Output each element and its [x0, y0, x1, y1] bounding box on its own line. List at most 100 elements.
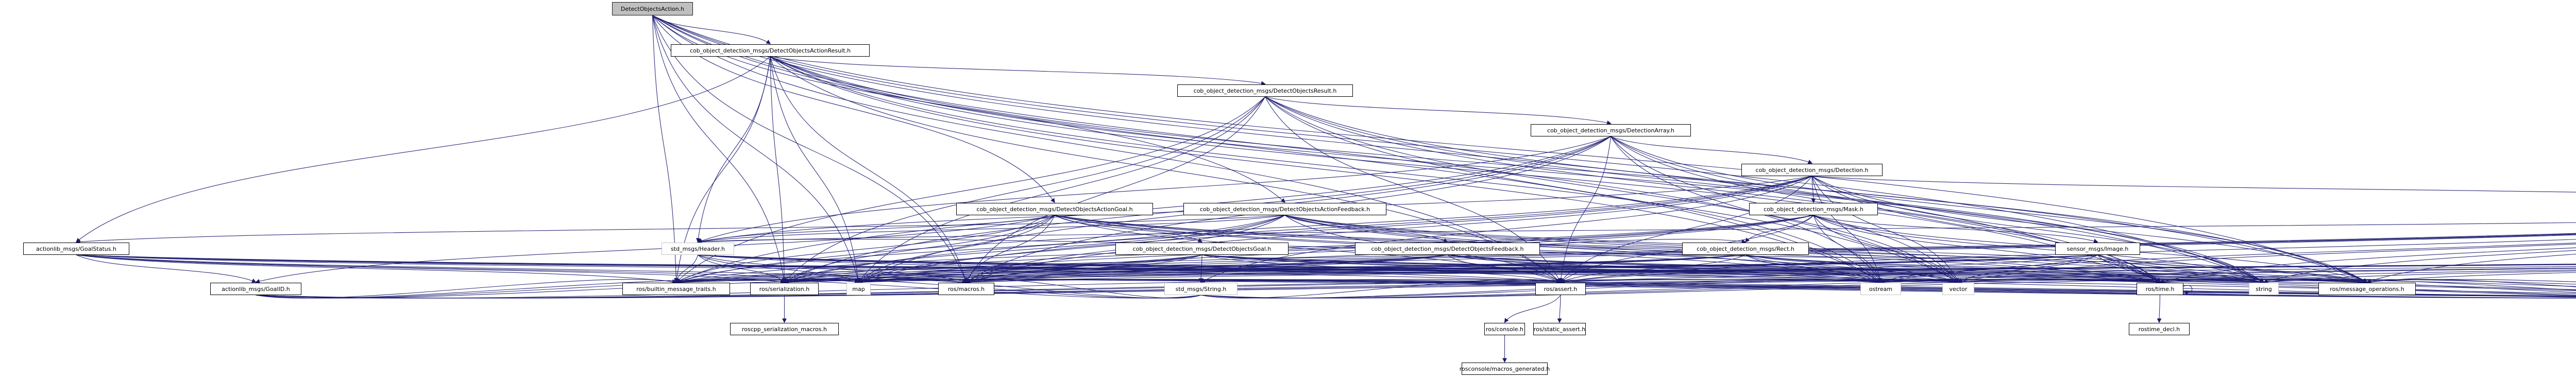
edge-goal-to-string_msg	[1198, 254, 1204, 283]
graph-node-feedback[interactable]: cob_object_detection_msgs/DetectObjectsF…	[1355, 243, 1540, 255]
graph-node-action_feedback[interactable]: cob_object_detection_msgs/DetectObjectsA…	[1183, 203, 1386, 215]
edge-image-to-traits	[675, 254, 2098, 284]
edge-action_feedback-to-goal_status	[75, 215, 1285, 244]
edge-detection-to-mask	[1811, 176, 1816, 203]
edge-detection-to-string	[1811, 176, 2265, 283]
edge-goal_status-to-assert	[76, 254, 1562, 284]
edge-detection_array-to-msg_ops	[1611, 136, 2368, 283]
graph-node-detection[interactable]: cob_object_detection_msgs/Detection.h	[1741, 164, 1883, 176]
edge-pose-to-serialization	[784, 264, 2576, 285]
edge-feedback-to-traits	[675, 254, 1448, 284]
edge-header-to-serialization	[698, 254, 785, 283]
edge-image-to-time	[2097, 254, 2161, 283]
edge-pose-to-vector	[1957, 268, 2576, 284]
graph-node-macros[interactable]: ros/macros.h	[938, 283, 994, 295]
edge-detection-to-vector	[1811, 176, 1959, 283]
edge-result-to-ostream	[1265, 96, 1882, 283]
edge-assert-to-static_assert	[1557, 295, 1562, 323]
edge-result-to-serialization	[784, 96, 1265, 283]
edge-pose-to-traits	[675, 264, 2576, 285]
edge-goal_status-to-macros	[76, 254, 967, 284]
edge-goal_status-to-map	[76, 254, 859, 284]
edge-pose_stamped-to-assert	[1560, 239, 2576, 284]
edge-image-to-macros	[965, 254, 2098, 284]
edge-result-to-detection_array	[1265, 96, 1612, 125]
graph-node-image[interactable]: sensor_msgs/Image.h	[2055, 243, 2140, 255]
edge-goal_status-to-ostream	[76, 254, 1882, 285]
edge-action_feedback-to-ostream	[1284, 215, 1882, 283]
edge-root-to-action_feedback	[652, 15, 1285, 203]
edge-detection-to-pose_stamped	[1811, 176, 2576, 193]
edge-action_goal-to-goal	[1054, 215, 1203, 243]
edge-quaternion-to-ostream	[1880, 279, 2576, 291]
graph-node-action_result[interactable]: cob_object_detection_msgs/DetectObjectsA…	[671, 44, 870, 57]
edge-action_result-to-goal_status	[75, 56, 771, 243]
edge-action_result-to-header	[696, 56, 771, 243]
edge-action_result-to-msg_ops	[770, 56, 2368, 283]
graph-node-goal[interactable]: cob_object_detection_msgs/DetectObjectsG…	[1115, 243, 1289, 255]
edge-result-to-vector	[1265, 96, 1959, 283]
edge-image-to-msg_ops	[2097, 254, 2368, 284]
edge-quaternion-to-macros	[965, 279, 2576, 297]
edge-detection-to-string_msg	[1200, 176, 1812, 283]
graph-node-console[interactable]: ros/console.h	[1484, 323, 1525, 335]
graph-node-rect[interactable]: cob_object_detection_msgs/Rect.h	[1682, 243, 1809, 255]
edge-pose_stamped-to-time	[2159, 247, 2576, 284]
edge-pose_stamped-to-msg_ops	[2366, 253, 2576, 283]
edge-mask-to-rect	[1745, 215, 1814, 243]
edge-rect-to-assert	[1560, 254, 1746, 283]
edge-mask-to-image	[1813, 215, 2098, 244]
graph-node-mask[interactable]: cob_object_detection_msgs/Mask.h	[1749, 203, 1878, 215]
edge-root-to-action_result	[652, 15, 771, 44]
edge-goal-to-vector	[1201, 254, 1959, 284]
edge-result-to-traits	[675, 96, 1265, 283]
edge-action_feedback-to-map	[858, 215, 1285, 283]
graph-node-goal_status[interactable]: actionlib_msgs/GoalStatus.h	[23, 243, 129, 255]
graph-node-string_msg[interactable]: std_msgs/String.h	[1164, 283, 1238, 295]
edge-root-to-serialization	[652, 15, 786, 283]
graph-node-root[interactable]: DetectObjectsAction.h	[612, 2, 693, 15]
edge-quaternion-to-msg_ops	[2366, 279, 2576, 284]
graph-node-goal_id[interactable]: actionlib_msgs/GoalID.h	[210, 283, 301, 295]
edge-detection_array-to-assert	[1558, 136, 1612, 283]
graph-node-serialization[interactable]: ros/serialization.h	[750, 283, 819, 295]
graph-node-traits[interactable]: ros/builtin_message_traits.h	[622, 283, 730, 295]
edge-root-to-assert	[652, 15, 1561, 283]
edge-detection_array-to-string	[1611, 136, 2265, 283]
edge-string_msg-to-assert	[1200, 279, 1562, 299]
graph-node-static_assert[interactable]: ros/static_assert.h	[1533, 323, 1586, 335]
edge-root-to-traits	[652, 15, 679, 283]
graph-node-ser_macros[interactable]: roscpp_serialization_macros.h	[730, 323, 839, 335]
edge-root-to-msg_ops	[652, 15, 2368, 283]
edge-image-to-vector	[1957, 254, 2098, 283]
edge-root-to-map	[652, 15, 860, 283]
edge-result-to-map	[858, 96, 1265, 283]
graph-node-map[interactable]: map	[846, 283, 871, 295]
edge-goal_status-to-traits	[76, 254, 677, 284]
edge-pose_stamped-to-macros	[965, 234, 2576, 284]
edge-pose-to-msg_ops	[2366, 272, 2576, 284]
edge-detection-to-map	[858, 176, 1812, 283]
graph-node-rosconsole_macros[interactable]: rosconsole/macros_generated.h	[1460, 363, 1550, 375]
graph-node-action_goal[interactable]: cob_object_detection_msgs/DetectObjectsA…	[956, 203, 1153, 215]
edge-pose_stamped-to-string	[2263, 250, 2576, 284]
edge-action_result-to-macros	[770, 56, 968, 283]
graph-node-header[interactable]: std_msgs/Header.h	[662, 243, 734, 255]
graph-node-msg_ops[interactable]: ros/message_operations.h	[2318, 283, 2416, 295]
graph-node-assert[interactable]: ros/assert.h	[1535, 283, 1586, 295]
graph-node-time[interactable]: ros/time.h	[2137, 283, 2183, 295]
graph-node-vector[interactable]: vector	[1942, 283, 1974, 295]
graph-node-string[interactable]: string	[2249, 283, 2279, 295]
graph-node-detection_array[interactable]: cob_object_detection_msgs/DetectionArray…	[1531, 124, 1691, 136]
edge-goal-to-msg_ops	[1201, 254, 2368, 284]
graph-node-ostream[interactable]: ostream	[1860, 283, 1901, 295]
edge-pose-to-time	[2159, 269, 2576, 284]
edge-goal-to-time	[1201, 254, 2161, 284]
edge-quaternion-to-time	[2159, 279, 2576, 287]
edge-result-to-macros	[965, 96, 1265, 283]
graph-node-result[interactable]: cob_object_detection_msgs/DetectObjectsR…	[1177, 84, 1353, 97]
edge-assert-to-console	[1504, 295, 1561, 323]
edge-quaternion-to-vector	[1957, 279, 2576, 290]
graph-node-rostime_decl[interactable]: rostime_decl.h	[2129, 323, 2190, 335]
